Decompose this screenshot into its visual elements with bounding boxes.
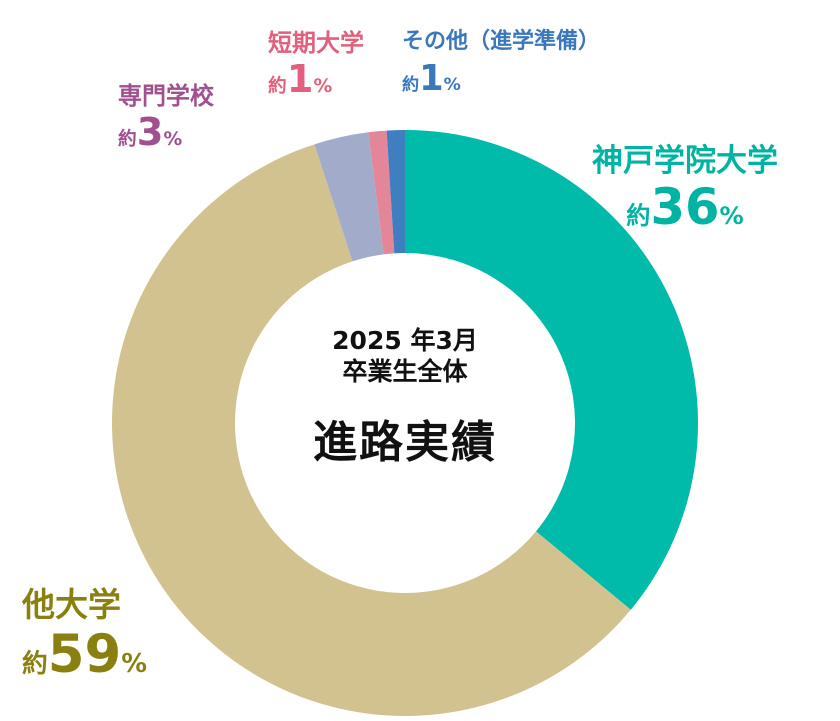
- label-prefix: 約: [626, 202, 651, 230]
- label-percent: %: [163, 129, 183, 150]
- label-percent: %: [313, 76, 333, 97]
- label-name: その他（進学準備）: [402, 29, 601, 54]
- label-name: 他大学: [22, 585, 121, 624]
- label-number: 36: [650, 178, 720, 236]
- label-percent: %: [121, 649, 148, 679]
- label-number: 59: [47, 624, 122, 685]
- label-percent: %: [443, 75, 461, 95]
- center-subtitle: 卒業生全体: [342, 357, 468, 387]
- label-prefix: 約: [22, 649, 48, 679]
- donut-slice-2: [111, 144, 631, 716]
- center-caption: 2025 年3月 卒業生全体 進路実績: [270, 325, 540, 470]
- label-prefix: 約: [118, 129, 137, 150]
- center-title: 進路実績: [313, 416, 497, 468]
- label-name: 短期大学: [268, 29, 364, 57]
- label-value: 約36%: [592, 182, 778, 233]
- label-junior-college: 短期大学 約1%: [268, 31, 364, 99]
- donut-slice-1: [405, 130, 698, 610]
- donut-slice-5: [386, 130, 405, 254]
- label-value: 約1%: [268, 60, 364, 99]
- label-value: 約1%: [402, 61, 600, 96]
- label-prefix: 約: [402, 75, 420, 95]
- label-name: 専門学校: [118, 82, 214, 110]
- label-kobe-gakuin: 神戸学院大学 約36%: [592, 146, 778, 233]
- label-value: 約3%: [118, 113, 214, 152]
- label-name: 神戸学院大学: [592, 143, 778, 179]
- center-year: 2025 年3月: [332, 326, 478, 355]
- label-other-university: 他大学 約59%: [22, 588, 147, 682]
- label-number: 3: [136, 110, 164, 155]
- label-prefix: 約: [268, 76, 287, 97]
- label-others-preparation: その他（進学準備） 約1%: [402, 29, 601, 97]
- label-number: 1: [286, 57, 314, 102]
- label-percent: %: [719, 202, 744, 230]
- label-vocational-school: 専門学校 約3%: [118, 84, 214, 152]
- label-value: 約59%: [22, 628, 148, 682]
- label-number: 1: [419, 58, 444, 99]
- donut-slice-4: [368, 130, 395, 255]
- donut-slice-3: [314, 132, 384, 262]
